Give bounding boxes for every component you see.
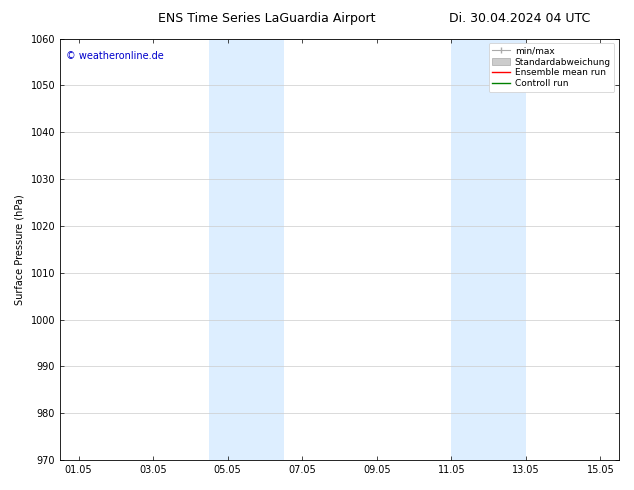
Text: © weatheronline.de: © weatheronline.de <box>66 51 164 61</box>
Legend: min/max, Standardabweichung, Ensemble mean run, Controll run: min/max, Standardabweichung, Ensemble me… <box>489 43 614 92</box>
Text: ENS Time Series LaGuardia Airport: ENS Time Series LaGuardia Airport <box>157 12 375 25</box>
Y-axis label: Surface Pressure (hPa): Surface Pressure (hPa) <box>15 194 25 305</box>
Bar <box>451 39 526 460</box>
Text: Di. 30.04.2024 04 UTC: Di. 30.04.2024 04 UTC <box>450 12 590 25</box>
Bar <box>209 39 283 460</box>
